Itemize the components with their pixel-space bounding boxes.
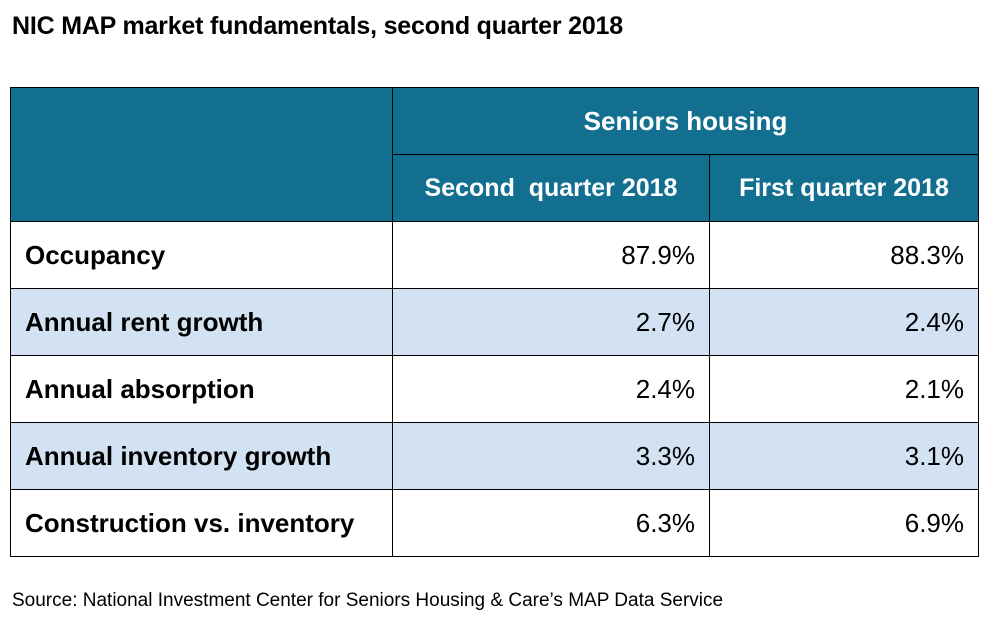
row-label: Annual inventory growth xyxy=(10,422,393,490)
cell-value: 2.4% xyxy=(392,355,710,423)
row-label: Annual rent growth xyxy=(10,288,393,356)
fundamentals-table: Seniors housing Second quarter 2018 Firs… xyxy=(10,87,979,557)
cell-value: 6.9% xyxy=(709,489,979,557)
cell-value: 2.7% xyxy=(392,288,710,356)
group-header-row: Seniors housing xyxy=(10,87,979,222)
cell-value: 3.3% xyxy=(392,422,710,490)
table-row: Annual rent growth 2.7% 2.4% xyxy=(10,288,979,356)
row-label: Occupancy xyxy=(10,221,393,289)
table-row: Construction vs. inventory 6.3% 6.9% xyxy=(10,489,979,557)
cell-value: 87.9% xyxy=(392,221,710,289)
cell-value: 6.3% xyxy=(392,489,710,557)
source-note: Source: National Investment Center for S… xyxy=(12,590,724,611)
row-label: Annual absorption xyxy=(10,355,393,423)
group-header: Seniors housing xyxy=(392,87,979,155)
cell-value: 3.1% xyxy=(709,422,979,490)
row-label: Construction vs. inventory xyxy=(10,489,393,557)
cell-value: 88.3% xyxy=(709,221,979,289)
header-corner-cell xyxy=(10,87,393,222)
column-header-first-quarter: First quarter 2018 xyxy=(709,154,979,222)
page-title: NIC MAP market fundamentals, second quar… xyxy=(12,12,623,40)
table-row: Annual absorption 2.4% 2.1% xyxy=(10,355,979,423)
table-row: Occupancy 87.9% 88.3% xyxy=(10,221,979,289)
column-header-second-quarter: Second quarter 2018 xyxy=(392,154,710,222)
column-header-row: Second quarter 2018 First quarter 2018 xyxy=(11,154,979,222)
table-row: Annual inventory growth 3.3% 3.1% xyxy=(10,422,979,490)
cell-value: 2.4% xyxy=(709,288,979,356)
cell-value: 2.1% xyxy=(709,355,979,423)
